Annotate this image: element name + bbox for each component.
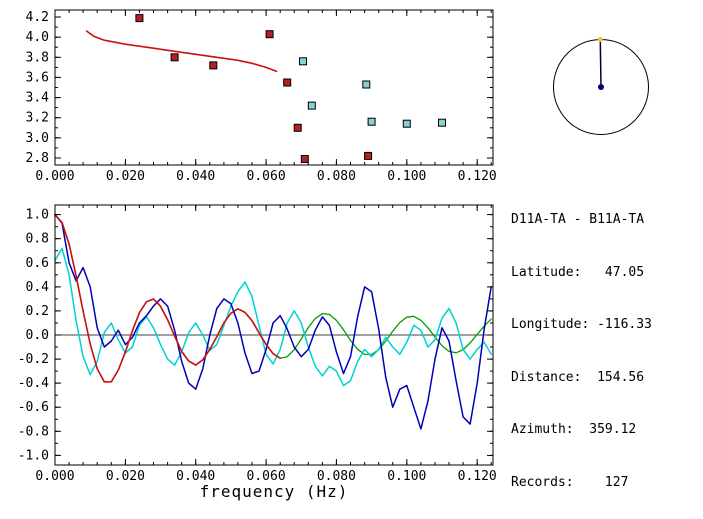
y-tick-label: 1.0 (26, 208, 49, 223)
spectrum-panel[interactable]: 0.000 0.020 0.040 0.060 0.080 0.100 0.120 -1.0 -… (18, 204, 497, 484)
x-tick-label: 0.120 (458, 169, 497, 184)
azimuth-dial (553, 36, 649, 135)
y-tick-label: 0.6 (26, 256, 49, 271)
plot-frame (54, 9, 494, 166)
picked-points-red-point[interactable] (300, 155, 309, 163)
y-tick-label: 3.8 (26, 50, 49, 65)
x-tick-label: 0.120 (458, 469, 497, 484)
reference-dispersion-curve (85, 30, 278, 73)
azimuth-needle (599, 41, 602, 88)
station-info: D11A-TA - B11A-TA Latitude: 47.05 Longit… (511, 176, 652, 519)
y-tick-label: 0.0 (26, 328, 49, 343)
azimuth-readout: Azimuth: 359.12 (511, 422, 637, 437)
picked-points-cyan-point[interactable] (307, 101, 316, 110)
x-tick-label: 0.040 (176, 469, 215, 484)
picked-points-cyan-point[interactable] (299, 57, 307, 66)
picked-points-cyan-point[interactable] (438, 118, 446, 127)
y-tick-label: 0.2 (26, 304, 49, 319)
distance-readout: Distance: 154.56 (511, 369, 645, 385)
records-readout: Records: 127 (511, 474, 629, 490)
y-tick-label: 3.6 (26, 70, 49, 85)
picked-points-red-point[interactable] (293, 123, 302, 132)
y-tick-label: 0.8 (26, 232, 49, 247)
y-tick-label: 0.4 (26, 280, 50, 295)
x-tick-label: 0.100 (387, 169, 426, 184)
picked-points-red-point[interactable] (135, 14, 144, 23)
picked-points-red-point[interactable] (283, 78, 292, 87)
picked-points-red-point[interactable] (170, 53, 179, 62)
spectrum-imag-cyan (54, 247, 492, 387)
x-tick-label: 0.060 (247, 169, 286, 184)
station-pair-label: D11A-TA - B11A-TA (511, 212, 645, 227)
latitude-readout: Latitude: 47.05 (511, 264, 645, 280)
needle-tip-dot (597, 36, 603, 43)
bessel-fit-red (54, 213, 281, 383)
y-tick-label: 2.8 (26, 151, 49, 166)
y-tick-label: 4.0 (26, 30, 49, 45)
spectrum-real-blue (54, 213, 492, 430)
x-tick-label: 0.080 (317, 169, 356, 184)
y-tick-label: -0.2 (18, 352, 49, 367)
x-tick-label: 0.020 (106, 469, 145, 484)
x-tick-label: 0.100 (387, 469, 426, 484)
picked-points-cyan-point[interactable] (367, 117, 376, 126)
y-tick-label: -0.8 (18, 424, 49, 439)
picked-points-cyan-point[interactable] (362, 80, 371, 89)
dial-hub-dot (598, 84, 604, 90)
y-tick-label: -1.0 (18, 448, 49, 463)
picked-points-cyan-point[interactable] (402, 119, 411, 128)
picked-points-red-point[interactable] (209, 61, 218, 70)
y-tick-label: 3.4 (26, 91, 50, 106)
y-tick-label: 3.0 (26, 131, 49, 146)
y-tick-label: 3.2 (26, 111, 49, 126)
x-tick-label: 0.020 (106, 169, 145, 184)
picked-points-red-point[interactable] (265, 30, 274, 39)
picked-points-red-point[interactable] (364, 151, 373, 160)
y-tick-label: 4.2 (26, 10, 49, 25)
x-tick-label: 0.000 (35, 169, 74, 184)
longitude-readout: Longitude: -116.33 (511, 317, 652, 332)
x-tick-label: 0.040 (176, 169, 215, 184)
x-tick-label: 0.080 (317, 469, 356, 484)
x-tick-label: 0.000 (35, 469, 74, 484)
y-tick-label: -0.4 (18, 376, 49, 391)
y-tick-label: -0.6 (18, 400, 49, 415)
x-axis-title: frequency (Hz) (199, 482, 349, 501)
x-tick-label: 0.060 (247, 469, 286, 484)
dispersion-panel[interactable]: 0.000 0.020 0.040 0.060 0.080 0.100 0.120 2.8 3.… (26, 9, 497, 184)
smoothed-bessel-green (54, 213, 492, 383)
